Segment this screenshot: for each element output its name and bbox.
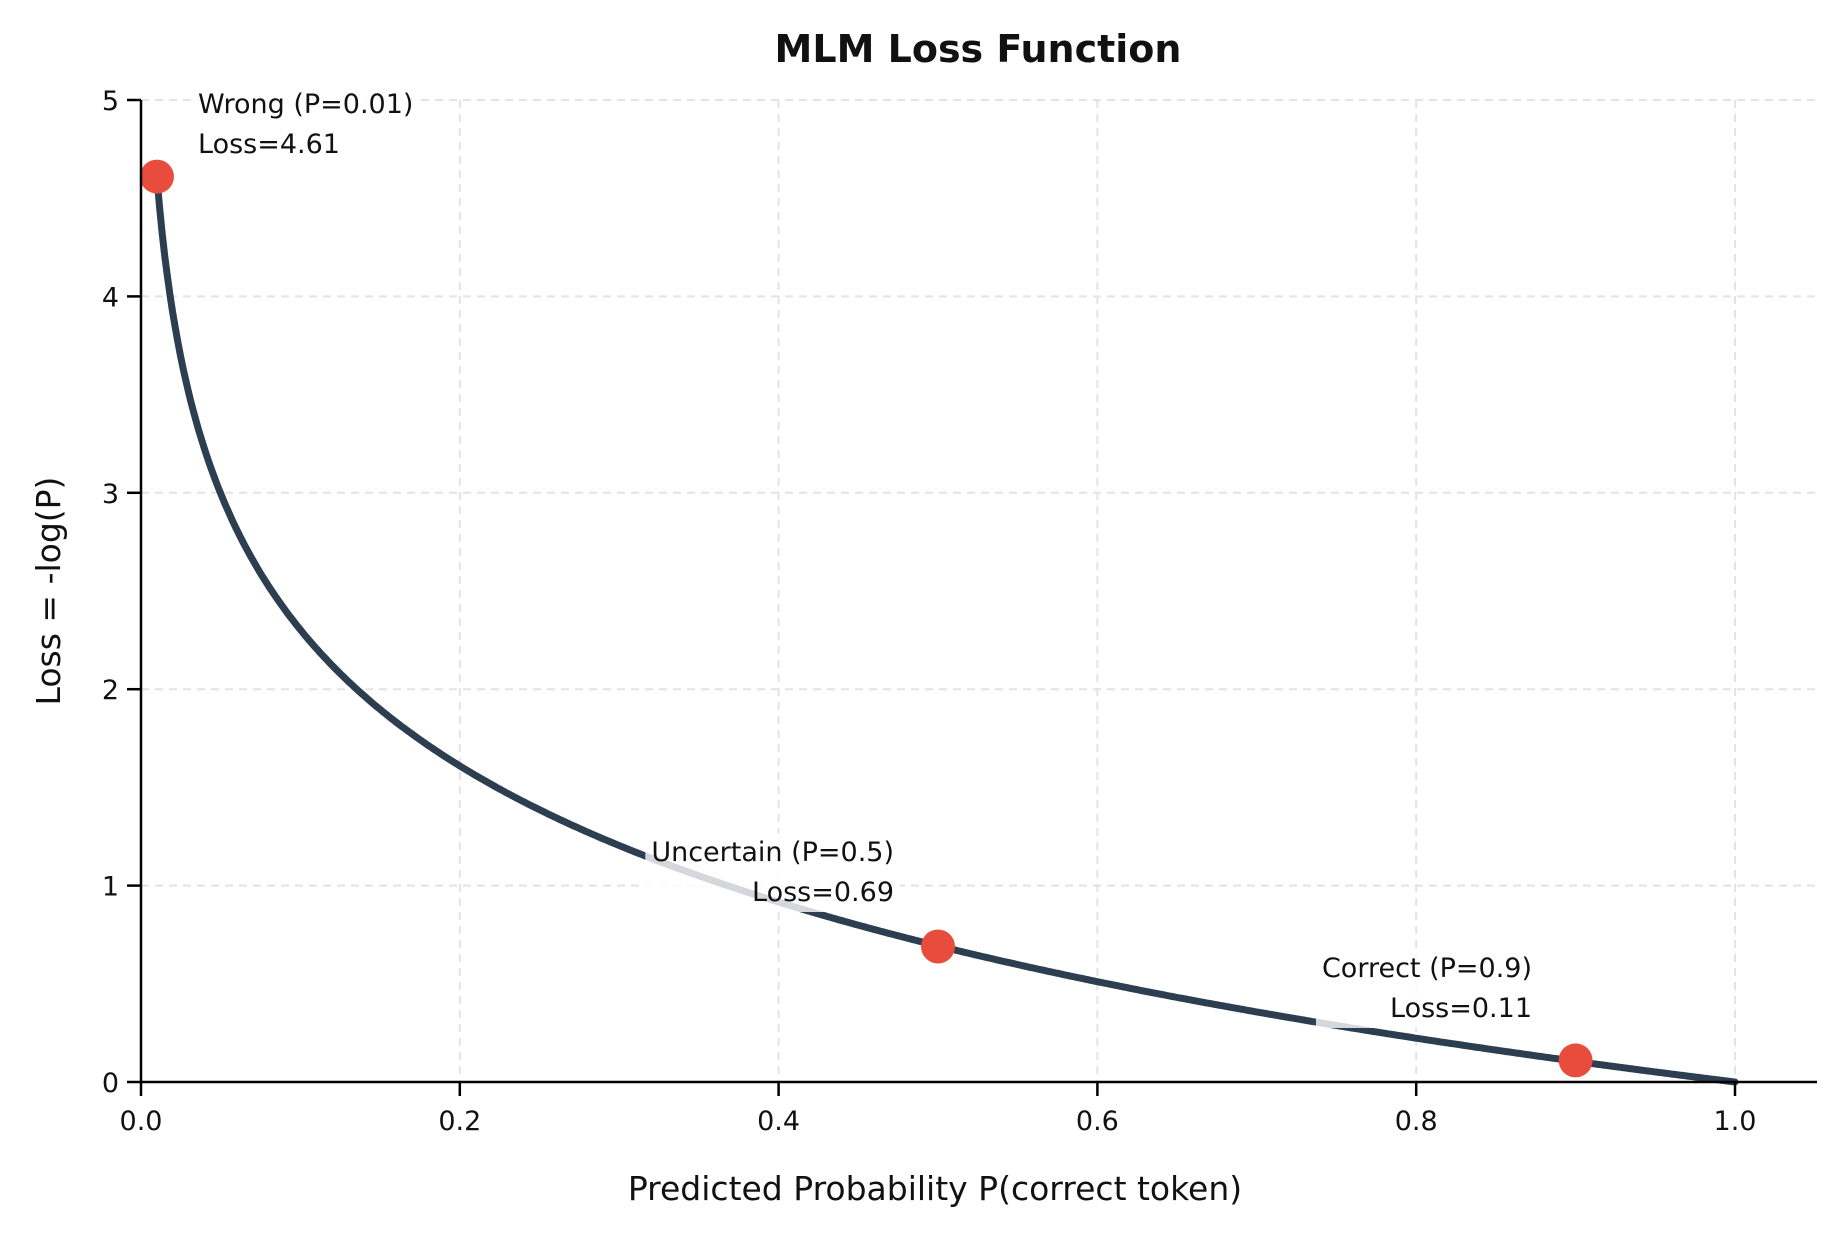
grid	[140, 99, 1817, 1083]
annotation-text: Loss=4.61	[198, 129, 340, 160]
annotation-text: Loss=0.11	[1390, 993, 1532, 1024]
annotation-background	[1315, 949, 1538, 1028]
x-tick-label: 1.0	[1714, 1106, 1757, 1137]
x-axis-label: Predicted Probability P(correct token)	[628, 1169, 1242, 1208]
x-tick-label: 0.6	[1076, 1106, 1119, 1137]
data-point	[921, 929, 955, 964]
y-tick-label: 4	[102, 282, 119, 313]
y-tick-label: 5	[102, 86, 119, 117]
y-tick-label: 0	[102, 1068, 119, 1099]
x-tick-label: 0.4	[757, 1106, 800, 1137]
y-tick-label: 1	[102, 872, 119, 903]
x-tick-label: 0.8	[1395, 1106, 1438, 1137]
annotation-text: Correct (P=0.9)	[1322, 953, 1532, 984]
annotation-text: Loss=0.69	[752, 877, 894, 908]
annotation: Wrong (P=0.01) Loss=4.61	[192, 85, 420, 164]
points	[139, 159, 1593, 1078]
annotations: Wrong (P=0.01) Loss=4.61 Uncertain (P=0.5)…	[192, 85, 1538, 1028]
chart-title: MLM Loss Function	[775, 27, 1182, 71]
annotation: Correct (P=0.9) Loss=0.11	[1315, 949, 1538, 1028]
annotation: Uncertain (P=0.5) Loss=0.69	[645, 833, 900, 912]
x-tick-label: 0.2	[438, 1106, 481, 1137]
annotation-text: Uncertain (P=0.5)	[651, 837, 894, 868]
y-axis-label: Loss = -log(P)	[29, 477, 68, 706]
annotation-background	[192, 85, 420, 164]
annotation-text: Wrong (P=0.01)	[198, 89, 413, 120]
data-point	[139, 159, 174, 194]
data-point	[1558, 1043, 1593, 1078]
y-tick-label: 2	[102, 675, 119, 706]
annotation-background	[645, 833, 900, 912]
axes: 0.0 0.2 0.4 0.6 0.8 1.0 0 1 2 3 4 5	[102, 86, 1817, 1137]
y-tick-label: 3	[102, 479, 119, 510]
x-tick-label: 0.0	[120, 1106, 163, 1137]
